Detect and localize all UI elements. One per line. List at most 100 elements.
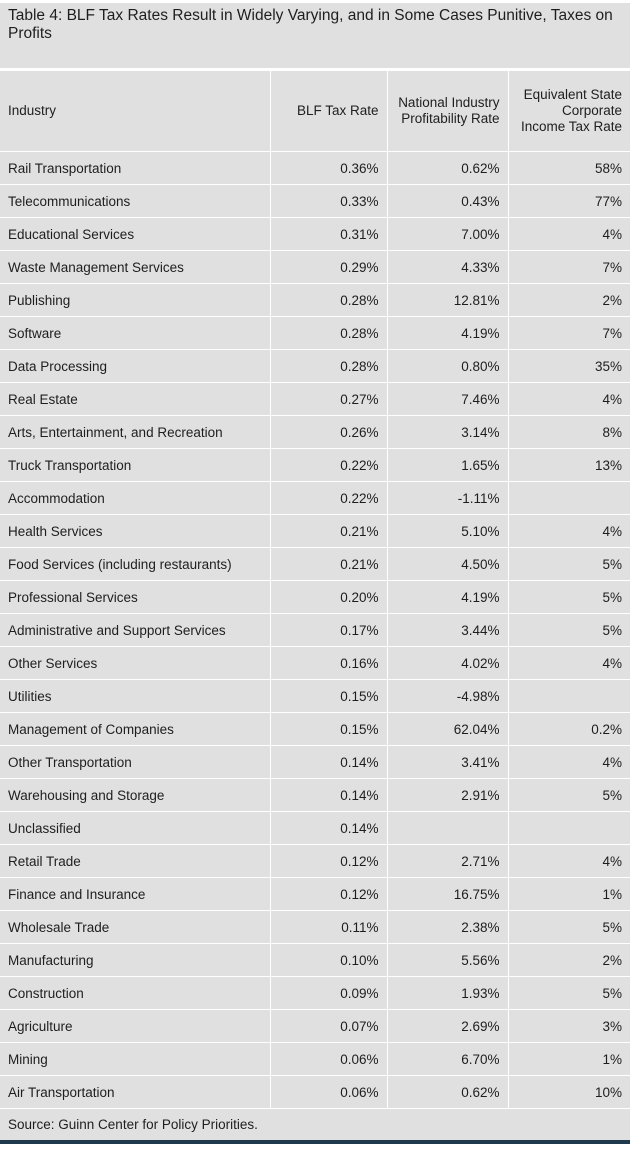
table-row: Publishing 0.28% 12.81% 2% xyxy=(0,283,630,317)
industry-cell: Finance and Insurance xyxy=(0,877,271,911)
equivalent-tax-rate-cell: 4% xyxy=(507,382,630,416)
profitability-rate-cell: 4.19% xyxy=(386,580,509,614)
blf-tax-rate-cell: 0.07% xyxy=(269,1009,388,1043)
table-row: Software 0.28% 4.19% 7% xyxy=(0,316,630,350)
profitability-rate-cell: 4.50% xyxy=(386,547,509,581)
equivalent-tax-rate-cell: 2% xyxy=(507,943,630,977)
equivalent-tax-rate-cell: 8% xyxy=(507,415,630,449)
table-row: Construction 0.09% 1.93% 5% xyxy=(0,976,630,1010)
industry-cell: Unclassified xyxy=(0,811,271,845)
table-row: Mining 0.06% 6.70% 1% xyxy=(0,1042,630,1076)
profitability-rate-cell: 0.62% xyxy=(386,151,509,185)
equivalent-tax-rate-cell: 7% xyxy=(507,250,630,284)
equivalent-tax-rate-cell xyxy=(507,481,630,515)
equivalent-tax-rate-cell: 5% xyxy=(507,910,630,944)
industry-cell: Food Services (including restaurants) xyxy=(0,547,271,581)
blf-tax-rate-cell: 0.12% xyxy=(269,877,388,911)
table-row: Utilities 0.15% -4.98% xyxy=(0,679,630,713)
equivalent-tax-rate-cell: 5% xyxy=(507,580,630,614)
blf-tax-rate-cell: 0.21% xyxy=(269,514,388,548)
equivalent-tax-rate-cell: 4% xyxy=(507,745,630,779)
industry-cell: Professional Services xyxy=(0,580,271,614)
profitability-rate-cell: 7.46% xyxy=(386,382,509,416)
header-row: Industry BLF Tax Rate National Industry … xyxy=(0,70,630,152)
table-row: Data Processing 0.28% 0.80% 35% xyxy=(0,349,630,383)
table-row: Warehousing and Storage 0.14% 2.91% 5% xyxy=(0,778,630,812)
industry-cell: Educational Services xyxy=(0,217,271,251)
table-row: Telecommunications 0.33% 0.43% 77% xyxy=(0,184,630,218)
profitability-rate-cell: 62.04% xyxy=(386,712,509,746)
industry-cell: Truck Transportation xyxy=(0,448,271,482)
profitability-rate-cell: 3.44% xyxy=(386,613,509,647)
blf-tax-rate-cell: 0.29% xyxy=(269,250,388,284)
table-row: Truck Transportation 0.22% 1.65% 13% xyxy=(0,448,630,482)
industry-cell: Accommodation xyxy=(0,481,271,515)
table-row: Manufacturing 0.10% 5.56% 2% xyxy=(0,943,630,977)
table-row: Arts, Entertainment, and Recreation 0.26%… xyxy=(0,415,630,449)
industry-cell: Publishing xyxy=(0,283,271,317)
industry-cell: Management of Companies xyxy=(0,712,271,746)
industry-cell: Health Services xyxy=(0,514,271,548)
industry-cell: Telecommunications xyxy=(0,184,271,218)
profitability-rate-cell: 16.75% xyxy=(386,877,509,911)
profitability-rate-cell: 0.62% xyxy=(386,1075,509,1109)
table-row: Waste Management Services 0.29% 4.33% 7% xyxy=(0,250,630,284)
equivalent-tax-rate-cell: 77% xyxy=(507,184,630,218)
profitability-rate-cell: 3.14% xyxy=(386,415,509,449)
industry-cell: Real Estate xyxy=(0,382,271,416)
blf-tax-rate-cell: 0.28% xyxy=(269,283,388,317)
header-profitability-rate: National Industry Profitability Rate xyxy=(386,70,509,152)
table-title: Table 4: BLF Tax Rates Result in Widely … xyxy=(0,3,630,70)
profitability-rate-cell: 2.91% xyxy=(386,778,509,812)
blf-tax-rate-cell: 0.28% xyxy=(269,316,388,350)
blf-tax-rate-cell: 0.22% xyxy=(269,481,388,515)
table-row: Wholesale Trade 0.11% 2.38% 5% xyxy=(0,910,630,944)
equivalent-tax-rate-cell: 10% xyxy=(507,1075,630,1109)
table-row: Air Transportation 0.06% 0.62% 10% xyxy=(0,1075,630,1109)
equivalent-tax-rate-cell: 7% xyxy=(507,316,630,350)
table-row: Professional Services 0.20% 4.19% 5% xyxy=(0,580,630,614)
blf-tax-rate-cell: 0.27% xyxy=(269,382,388,416)
profitability-rate-cell: -4.98% xyxy=(386,679,509,713)
equivalent-tax-rate-cell: 58% xyxy=(507,151,630,185)
table-row: Other Transportation 0.14% 3.41% 4% xyxy=(0,745,630,779)
blf-tax-rate-cell: 0.06% xyxy=(269,1042,388,1076)
equivalent-tax-rate-cell: 5% xyxy=(507,613,630,647)
industry-cell: Air Transportation xyxy=(0,1075,271,1109)
profitability-rate-cell: -1.11% xyxy=(386,481,509,515)
equivalent-tax-rate-cell: 4% xyxy=(507,844,630,878)
blf-tax-rate-cell: 0.12% xyxy=(269,844,388,878)
profitability-rate-cell: 0.80% xyxy=(386,349,509,383)
profitability-rate-cell: 2.38% xyxy=(386,910,509,944)
industry-cell: Retail Trade xyxy=(0,844,271,878)
industry-cell: Wholesale Trade xyxy=(0,910,271,944)
blf-tax-rate-cell: 0.26% xyxy=(269,415,388,449)
industry-cell: Other Transportation xyxy=(0,745,271,779)
table-body: Rail Transportation 0.36% 0.62% 58% Telecomm… xyxy=(0,151,630,1109)
blf-tax-rate-cell: 0.09% xyxy=(269,976,388,1010)
blf-tax-rate-cell: 0.14% xyxy=(269,778,388,812)
equivalent-tax-rate-cell: 13% xyxy=(507,448,630,482)
industry-cell: Agriculture xyxy=(0,1009,271,1043)
equivalent-tax-rate-cell: 5% xyxy=(507,778,630,812)
table-row: Management of Companies 0.15% 62.04% 0.2% xyxy=(0,712,630,746)
blf-tax-rate-cell: 0.15% xyxy=(269,679,388,713)
source-note: Source: Guinn Center for Policy Prioriti… xyxy=(0,1108,630,1140)
blf-tax-rate-cell: 0.15% xyxy=(269,712,388,746)
equivalent-tax-rate-cell: 2% xyxy=(507,283,630,317)
equivalent-tax-rate-cell: 3% xyxy=(507,1009,630,1043)
header-blf-tax-rate: BLF Tax Rate xyxy=(269,70,388,152)
equivalent-tax-rate-cell xyxy=(507,811,630,845)
profitability-rate-cell: 5.56% xyxy=(386,943,509,977)
blf-tax-rate-cell: 0.21% xyxy=(269,547,388,581)
table-row: Retail Trade 0.12% 2.71% 4% xyxy=(0,844,630,878)
profitability-rate-cell: 6.70% xyxy=(386,1042,509,1076)
equivalent-tax-rate-cell: 0.2% xyxy=(507,712,630,746)
industry-cell: Utilities xyxy=(0,679,271,713)
equivalent-tax-rate-cell: 4% xyxy=(507,646,630,680)
blf-tax-rate-cell: 0.22% xyxy=(269,448,388,482)
blf-tax-rate-cell: 0.06% xyxy=(269,1075,388,1109)
blf-tax-rate-cell: 0.33% xyxy=(269,184,388,218)
industry-cell: Construction xyxy=(0,976,271,1010)
equivalent-tax-rate-cell: 35% xyxy=(507,349,630,383)
